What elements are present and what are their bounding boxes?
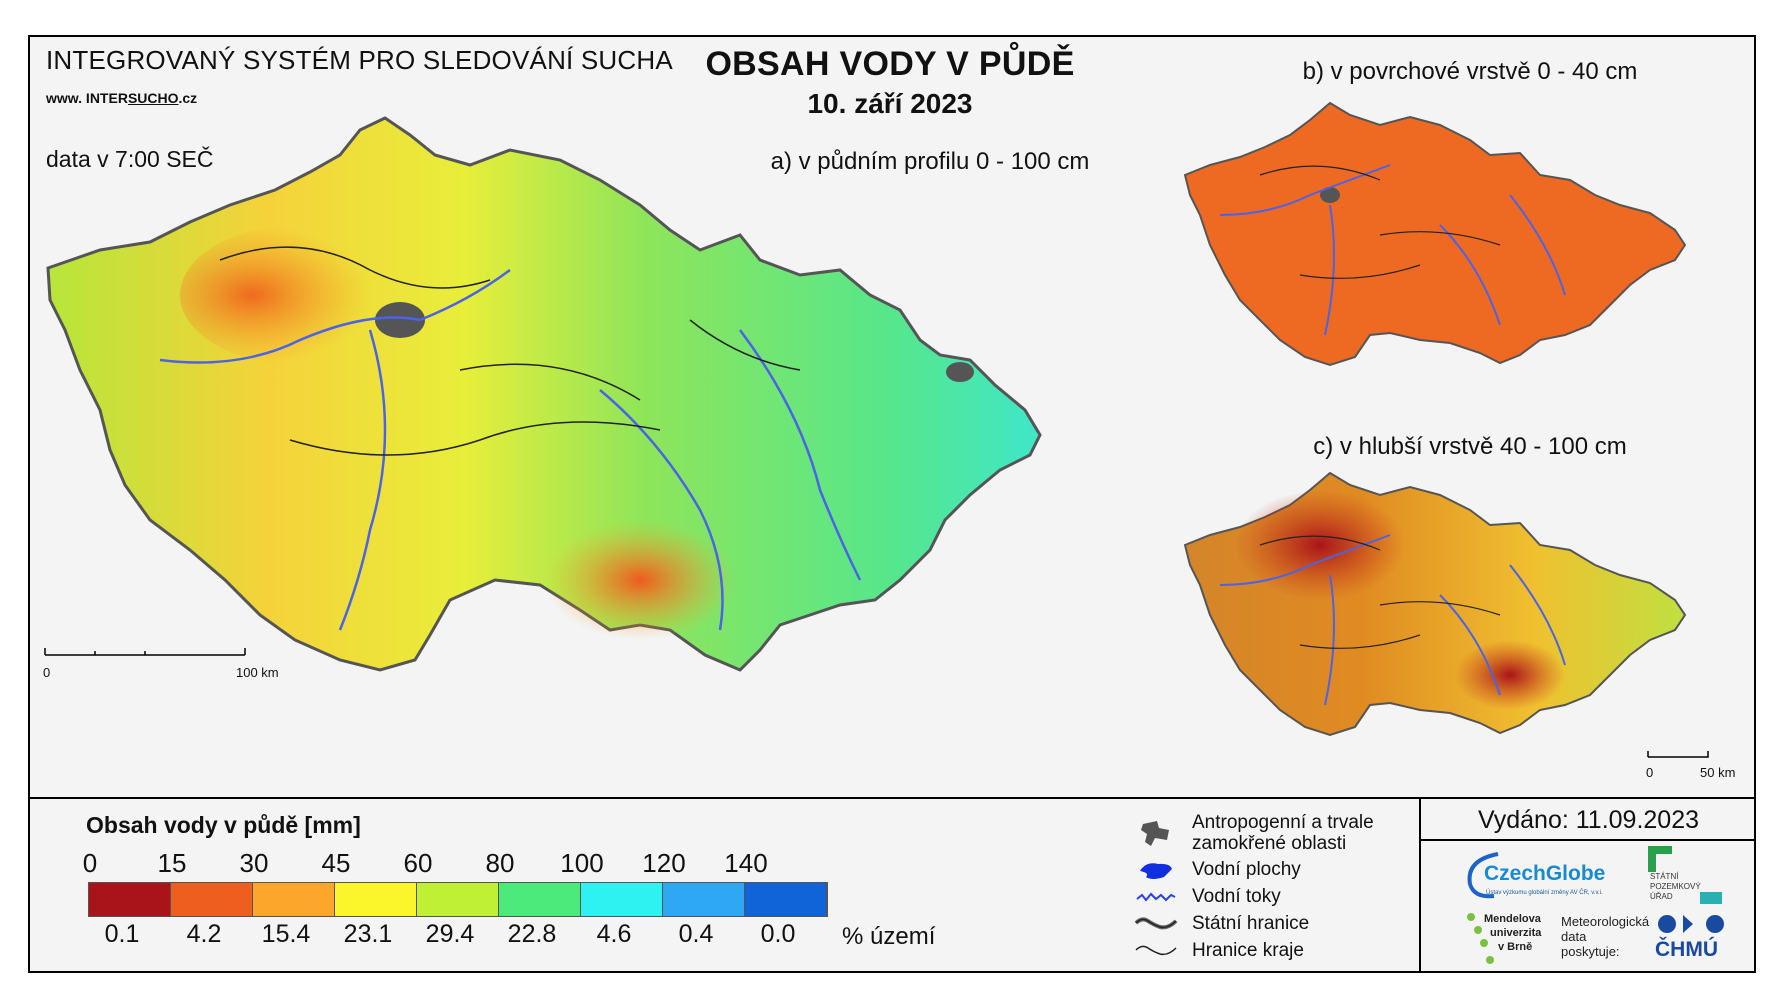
spu-flag-icon <box>1648 846 1672 872</box>
main-soil-water-map <box>44 116 1042 672</box>
region-border-icon <box>1134 937 1178 965</box>
deep-layer-map <box>1183 471 1709 758</box>
chmu-logo: ČHMÚ <box>1655 912 1735 966</box>
region-border-label: Hranice kraje <box>1192 940 1304 961</box>
water-bodies-label: Vodní plochy <box>1192 859 1301 880</box>
anthropogenic-label-line2: zamokřené oblasti <box>1192 833 1347 854</box>
legend-bound: 140 <box>724 848 768 878</box>
legend-percent: 4.2 <box>186 920 222 948</box>
anthropogenic-area-icon <box>1134 819 1178 847</box>
legend-percent: 22.8 <box>507 920 557 948</box>
main-scale-end: 100 km <box>236 665 279 680</box>
legend-percent: 23.1 <box>343 920 393 948</box>
spu-mark-icon <box>1700 892 1722 904</box>
meteo-provider-text: Meteorologická data poskytuje: <box>1561 914 1649 959</box>
small-scale-start: 0 <box>1646 765 1654 780</box>
legend-colorbar <box>88 882 828 917</box>
symbol-state-border: Státní hranice <box>1134 910 1309 938</box>
legend-swatch <box>663 883 745 916</box>
legend-bound: 120 <box>642 848 686 878</box>
legend-bound: 30 <box>239 848 269 878</box>
mendelu-line3: v Brně <box>1498 941 1533 953</box>
czechglobe-subtitle: Ústav výzkumu globální změny AV ČR, v.v.… <box>1486 890 1603 896</box>
mendelu-line2: univerzita <box>1490 927 1542 939</box>
issued-date: Vydáno: 11.09.2023 <box>1477 806 1700 834</box>
symbol-water-streams: Vodní toky <box>1134 883 1281 911</box>
legend-percent-unit: % území <box>842 923 936 950</box>
czechglobe-logo: CzechGlobe Ústav výzkumu globální změny … <box>1464 850 1614 908</box>
website-suffix: .cz <box>178 90 198 106</box>
legend-swatch <box>89 883 171 916</box>
legend-swatch <box>417 883 499 916</box>
surface-layer-map <box>1183 101 1687 367</box>
legend-swatch <box>745 883 827 916</box>
legend-bound: 100 <box>560 848 604 878</box>
small-scale-end: 50 km <box>1700 765 1736 780</box>
chmu-symbol-icon <box>1658 915 1724 933</box>
legend-bound: 0 <box>82 848 98 878</box>
main-scale-start: 0 <box>43 665 51 680</box>
legend-bound: 45 <box>321 848 351 878</box>
czechglobe-name: CzechGlobe <box>1484 862 1606 885</box>
page-title: OBSAH VODY V PŮDĚ <box>705 45 1075 83</box>
spu-logo: STÁTNÍ POZEMKOVÝ ÚŘAD <box>1640 846 1722 906</box>
main-map-label: a) v půdním profilu 0 - 100 cm <box>770 148 1090 175</box>
legend-swatch <box>253 883 335 916</box>
meteo-line2: data <box>1561 929 1587 944</box>
legend-bound: 60 <box>403 848 433 878</box>
legend-percent: 0.4 <box>678 920 714 948</box>
legend-swatch <box>581 883 663 916</box>
website-brand: SUCHO <box>127 90 179 106</box>
surface-map-label: b) v povrchové vrstvě 0 - 40 cm <box>1302 58 1638 85</box>
legend-percent: 15.4 <box>261 920 311 948</box>
mendelu-dots-icon <box>1467 913 1494 964</box>
legend-percent: 4.6 <box>596 920 632 948</box>
spu-line1: STÁTNÍ <box>1650 872 1679 881</box>
footer-divider <box>1419 797 1421 973</box>
mendelu-line1: Mendelova <box>1484 913 1541 925</box>
legend-percent: 0.0 <box>760 920 796 948</box>
water-stream-icon <box>1134 883 1178 911</box>
symbol-region-border: Hranice kraje <box>1134 937 1304 965</box>
legend-percent: 0.1 <box>104 920 140 948</box>
symbol-anthropogenic: Antropogenní a trvale zamokřené oblasti <box>1134 812 1374 854</box>
legend-swatch <box>171 883 253 916</box>
legend-divider <box>28 797 1756 799</box>
legend-bound: 15 <box>157 848 187 878</box>
state-border-label: Státní hranice <box>1192 913 1310 934</box>
issued-divider <box>1419 839 1756 841</box>
anthropogenic-label-line1: Antropogenní a trvale <box>1192 812 1374 833</box>
data-time: data v 7:00 SEČ <box>46 146 214 172</box>
spu-line2: POZEMKOVÝ <box>1650 882 1701 891</box>
spu-line3: ÚŘAD <box>1650 892 1673 901</box>
legend-bound: 80 <box>485 848 515 878</box>
chmu-name: ČHMÚ <box>1655 938 1718 961</box>
water-body-icon <box>1134 856 1178 884</box>
map-date: 10. září 2023 <box>807 88 973 119</box>
meteo-line3: poskytuje: <box>1561 944 1620 959</box>
legend-swatch <box>335 883 417 916</box>
legend-swatch <box>499 883 581 916</box>
deep-map-label: c) v hlubší vrstvě 40 - 100 cm <box>1313 433 1627 460</box>
czechglobe-arc-icon <box>1467 852 1499 899</box>
mendelu-logo: Mendelova univerzita v Brně <box>1466 912 1556 968</box>
website-link[interactable]: www. INTERSUCHO.cz <box>46 90 197 106</box>
legend-title: Obsah vody v půdě [mm] <box>86 812 361 838</box>
system-title: INTEGROVANÝ SYSTÉM PRO SLEDOVÁNÍ SUCHA <box>46 45 673 75</box>
state-border-icon <box>1134 910 1178 938</box>
legend-percent: 29.4 <box>425 920 475 948</box>
water-streams-label: Vodní toky <box>1192 886 1281 907</box>
symbol-water-bodies: Vodní plochy <box>1134 856 1301 884</box>
website-prefix: www. INTER <box>46 90 128 106</box>
meteo-line1: Meteorologická <box>1561 914 1650 929</box>
